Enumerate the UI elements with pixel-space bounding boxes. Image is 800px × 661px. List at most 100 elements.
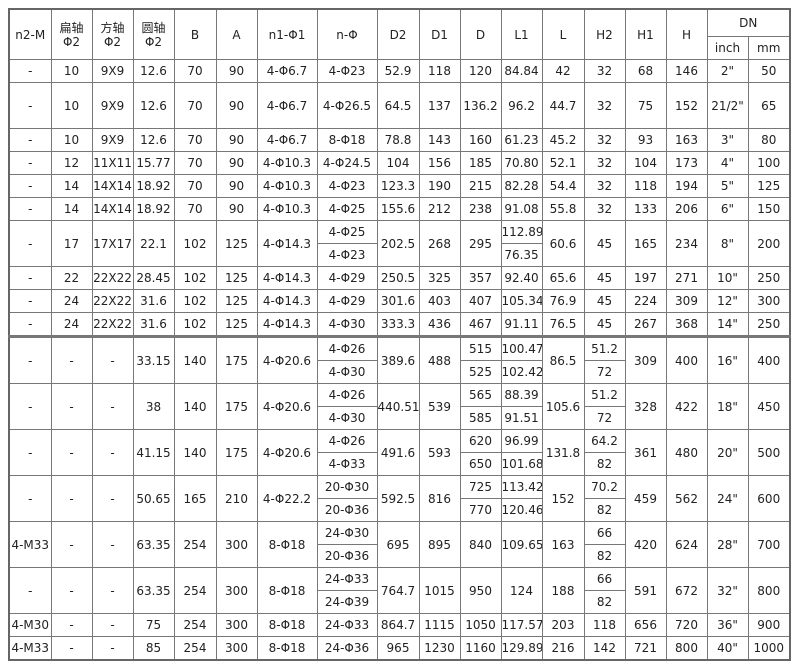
table-cell: 24-Φ33 24-Φ39 <box>316 567 378 614</box>
table-cell: 3" <box>706 128 749 152</box>
table-cell: 61.23 <box>500 128 543 152</box>
table-cell: 467 <box>459 312 502 337</box>
cell-part: 51.2 <box>591 388 618 402</box>
table-cell: 64.5 <box>376 82 420 129</box>
table-cell: 91.08 <box>500 197 543 221</box>
header-label: L1 <box>514 27 529 42</box>
table-cell: 32" <box>706 567 749 614</box>
table-cell: - <box>8 289 52 313</box>
table-cell: 18.92 <box>132 174 175 198</box>
table-cell: 12.6 <box>132 128 175 152</box>
table-cell: 28" <box>706 521 749 568</box>
cell-part: 4-Φ26 <box>328 342 366 356</box>
table-cell: 105.34 <box>500 289 543 313</box>
table-cell: 721 <box>624 636 667 661</box>
table-cell: 500 <box>747 429 791 476</box>
table-cell: 295 <box>459 220 502 267</box>
table-cell: 10 <box>50 128 93 152</box>
cell-part: 113.42 <box>501 480 542 494</box>
table-row: 100 4" 173 104 32 52.1 70.80 185 156 104 4-Φ24.5 4-… <box>8 151 791 175</box>
table-cell: - <box>8 174 52 198</box>
table-row: 200 8" 234 165 45 60.6 112.89 76.35 295 268 202.5 4… <box>8 220 791 267</box>
table-cell: 125 <box>215 312 258 337</box>
table-cell: 22.1 <box>132 220 175 267</box>
table-cell: - <box>8 475 52 522</box>
header-inch: inch <box>706 36 749 60</box>
table-cell: 86.5 <box>541 335 585 384</box>
table-cell: 4-Φ29 <box>316 289 378 313</box>
header-label: D <box>475 27 486 42</box>
cell-part: 24-Φ39 <box>318 590 376 613</box>
table-cell: 895 <box>418 521 461 568</box>
table-cell: 70 <box>173 128 217 152</box>
cell-part: 102.42 <box>502 360 541 383</box>
table-cell: 165 <box>624 220 667 267</box>
header-l1-4: L1 <box>500 8 543 60</box>
header-d-5: D <box>459 8 502 60</box>
cell-part: 4-Φ23 <box>318 243 376 266</box>
cell-part: 101.68 <box>502 452 541 475</box>
table-cell: 60.6 <box>541 220 585 267</box>
header-sublabel: Φ2 <box>62 34 81 49</box>
table-cell: 156 <box>418 151 461 175</box>
cell-part: 620 <box>469 434 492 448</box>
table-cell: 436 <box>418 312 461 337</box>
table-cell: 70 <box>173 151 217 175</box>
table-cell: 15.77 <box>132 151 175 175</box>
table-cell: 965 <box>376 636 420 661</box>
table-cell: - <box>8 220 52 267</box>
table-cell: 45.2 <box>541 128 585 152</box>
table-cell: 1050 <box>459 613 502 637</box>
header-h-0: H <box>665 8 708 60</box>
table-cell: 32 <box>583 174 626 198</box>
header-label: 扁轴 <box>59 20 84 35</box>
table-cell: 41.15 <box>132 429 175 476</box>
cell-part: 120.46 <box>502 498 541 521</box>
header-sublabel: Φ2 <box>144 34 163 49</box>
table-cell: 440.51 <box>376 383 420 430</box>
table-cell: 206 <box>665 197 708 221</box>
table-cell: 125 <box>215 289 258 313</box>
table-cell: 12 <box>50 151 93 175</box>
table-cell: 146 <box>665 59 708 83</box>
table-cell: - <box>8 266 52 290</box>
table-cell: 695 <box>376 521 420 568</box>
table-cell: - <box>91 636 134 661</box>
table-cell: - <box>50 429 93 476</box>
header-n--8: n-Φ <box>316 8 378 60</box>
table-cell: - <box>50 521 93 568</box>
table-cell: 80 <box>747 128 791 152</box>
table-cell: - <box>8 312 52 337</box>
table-cell: 4-Φ14.3 <box>256 266 318 290</box>
table-cell: 64.2 82 <box>583 429 626 476</box>
table-cell: 175 <box>215 383 258 430</box>
table-cell: 32 <box>583 151 626 175</box>
header---14: 扁轴 Φ2 <box>50 8 93 60</box>
table-cell: 9X9 <box>91 82 134 129</box>
table-cell: 32 <box>583 128 626 152</box>
table-cell: 4-Φ26 4-Φ30 <box>316 335 378 384</box>
table-cell: 10" <box>706 266 749 290</box>
table-cell: - <box>8 429 52 476</box>
cell-part: 565 <box>469 388 492 402</box>
table-cell: 96.99 101.68 <box>500 429 543 476</box>
table-row: 500 20" 480 361 64.2 82 131.8 96.99 101.68 620 650… <box>8 429 791 476</box>
table-cell: 70 <box>173 59 217 83</box>
table-cell: 50.65 <box>132 475 175 522</box>
table-cell: 96.2 <box>500 82 543 129</box>
cell-part: 82 <box>585 452 624 475</box>
table-cell: 173 <box>665 151 708 175</box>
table-cell: 45 <box>583 312 626 337</box>
table-row: 600 24" 562 459 70.2 82 152 113.42 120.46 725 770 8… <box>8 475 791 522</box>
cell-part: 64.2 <box>591 434 618 448</box>
table-cell: 194 <box>665 174 708 198</box>
table-cell: 90 <box>215 82 258 129</box>
table-cell: 14X14 <box>91 197 134 221</box>
table-cell: 254 <box>173 567 217 614</box>
table-cell: 215 <box>459 174 502 198</box>
table-cell: - <box>8 82 52 129</box>
table-cell: 4-Φ20.6 <box>256 383 318 430</box>
table-cell: 38 <box>132 383 175 430</box>
header-label: n-Φ <box>336 27 358 42</box>
table-row: 700 28" 624 420 66 82 163 109.65 840 895 695 24-Φ30… <box>8 521 791 568</box>
